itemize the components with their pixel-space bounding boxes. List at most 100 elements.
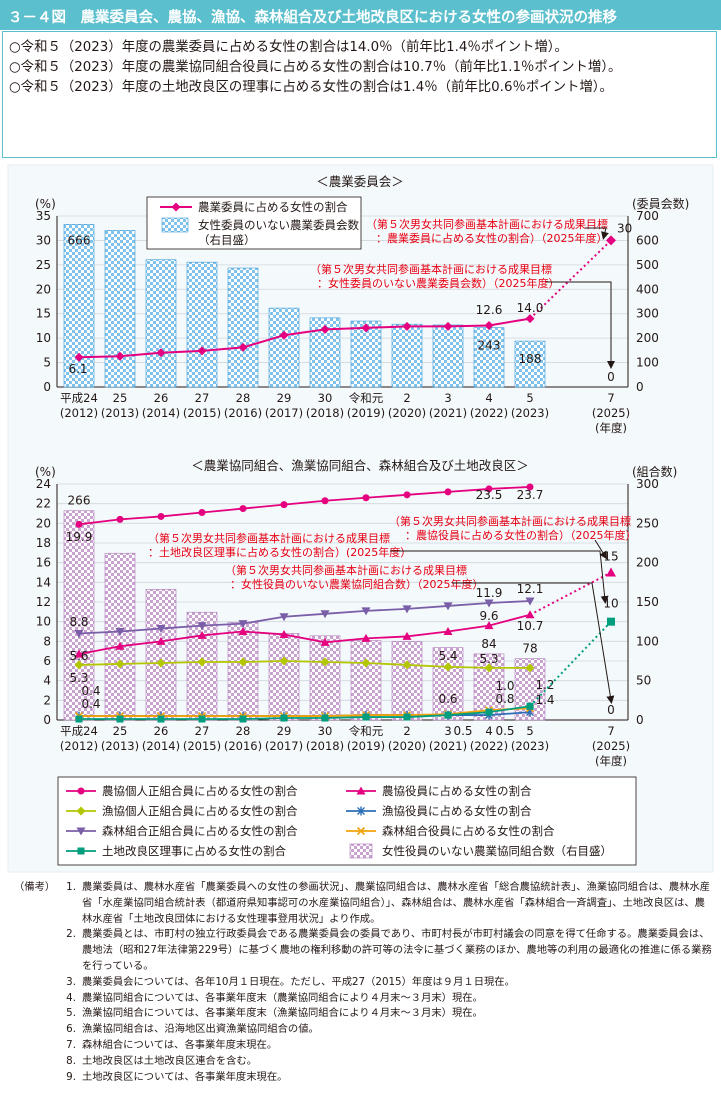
- annotation: ：農協役員に占める女性の割合）（2025年度）: [405, 528, 637, 542]
- x-tick-year: (2012): [60, 739, 98, 753]
- note-item: 5. 漁業協同組合については、各事業年度末（漁業協同組合により４月末～３月末）現在…: [14, 1006, 714, 1022]
- x-tick-era: 令和元: [349, 724, 384, 738]
- series-point: [403, 491, 411, 499]
- note-text: 土地改良区は土地改良区連合を含む。: [82, 1054, 258, 1067]
- series-point: [362, 494, 370, 502]
- series-point: [157, 715, 165, 723]
- target-label: 30: [617, 221, 632, 235]
- y-tick-right: 300: [636, 307, 659, 321]
- series-point: [444, 711, 452, 719]
- x-tick-year: (2015): [183, 406, 221, 420]
- series-line: [78, 660, 530, 669]
- y-tick-left: 22: [36, 497, 51, 511]
- x-tick-era: 4: [485, 391, 492, 405]
- y-tick-left: 24: [36, 477, 51, 491]
- x-tick-year: (2023): [511, 739, 549, 753]
- series-point: [156, 658, 166, 668]
- note-item: 4. 農業協同組合については、各事業年度末（農業協同組合により４月末～３月末）現在…: [14, 991, 714, 1007]
- y-tick-right: 200: [636, 331, 659, 345]
- x-tick-era: 平成24: [60, 724, 98, 738]
- x-tick-era: 5: [526, 391, 533, 405]
- series-point: [403, 713, 411, 721]
- series-point: [279, 613, 289, 622]
- y-tick-left: 10: [36, 331, 51, 345]
- legend2-marker: [356, 786, 366, 795]
- legend2-label: 女性役員のいない農業協同組合数（右目盛）: [382, 844, 612, 858]
- series-point: [74, 649, 84, 658]
- note-text: 漁業協同組合は、沿海地区出資漁業協同組合の値。: [82, 1023, 319, 1036]
- note-text: 農業委員会については、各年10月１日現在。ただし、平成27（2015）年度は９月…: [82, 975, 515, 988]
- x-tick-year: (2014): [142, 406, 180, 420]
- series-point: [74, 660, 84, 670]
- bar: [186, 261, 218, 388]
- bar: [432, 324, 464, 388]
- point-agri-committee: [402, 321, 412, 331]
- line-value-label: 14.0: [517, 301, 544, 315]
- bar-value-label: 188: [519, 352, 542, 366]
- legend2-marker: [77, 787, 85, 795]
- y-tick-left: 16: [36, 556, 51, 570]
- x-tick-year: (2020): [388, 406, 426, 420]
- series-point: [443, 627, 453, 635]
- legend2-marker: [77, 847, 85, 855]
- y-tick-left: 4: [43, 674, 51, 688]
- series-point: [197, 657, 207, 667]
- series-point: [116, 515, 124, 523]
- x-tick-year: (2019): [347, 739, 385, 753]
- x-tick-year: (2016): [224, 739, 262, 753]
- y-tick-left: 2: [43, 693, 51, 707]
- y-tick-left: 12: [36, 595, 51, 609]
- x-tick-era: 30: [318, 724, 333, 738]
- legend1-marker: [171, 202, 181, 212]
- legend1-label: 女性委員のいない農業委員会数: [198, 218, 359, 232]
- series-point: [320, 657, 330, 667]
- target-line-agri: [529, 239, 612, 320]
- bar: [63, 510, 95, 721]
- line-value-label: 5.6: [69, 649, 88, 663]
- x-tick-era: 2: [403, 391, 410, 405]
- series-point: [115, 659, 125, 669]
- x-tick-year: (2022): [470, 406, 508, 420]
- point-agri-committee: [443, 321, 453, 331]
- bar: [309, 635, 341, 721]
- series-line: [79, 705, 531, 720]
- series-point: [239, 715, 247, 723]
- note-text: 農業協同組合については、各事業年度末（農業協同組合により４月末～３月末）現在。: [82, 991, 483, 1004]
- notes: （備考） 1. 農業委員は、農林水産省「農業委員への女性の参画状況」、農業協同組合は…: [14, 880, 714, 1085]
- legend1-label: （右目盛）: [198, 233, 256, 247]
- x-tick-year: (2019): [347, 406, 385, 420]
- target-point-landimprove: [607, 617, 615, 626]
- x-tick-year: (2017): [265, 406, 303, 420]
- bar-value-label: 84: [481, 637, 496, 651]
- line-value-label: 0.4: [81, 697, 100, 711]
- y-tick-right: 250: [636, 516, 659, 530]
- note-head: （備考）: [14, 881, 56, 893]
- target-point-ja: [606, 567, 616, 577]
- series-point: [402, 631, 412, 640]
- series-point: [239, 505, 247, 513]
- annotation: （第５次男女共同参画基本計画における成果目標: [389, 514, 631, 528]
- x-tick-era: 令和元: [349, 391, 384, 405]
- point-agri-committee: [320, 324, 330, 334]
- point-agri-committee: [238, 342, 248, 352]
- y-tick-right: 500: [636, 258, 659, 272]
- y-tick-left: 14: [36, 575, 51, 589]
- annotation: （第５次男女共同参画基本計画における成果目標: [148, 531, 390, 545]
- x-tick-era: 4: [485, 724, 492, 738]
- legend2-label: 漁協個人正組合員に占める女性の割合: [102, 804, 298, 818]
- y-tick-right: 50: [636, 674, 651, 688]
- note-head: [14, 1022, 56, 1038]
- legend2-label: 森林組合役員に占める女性の割合: [382, 824, 555, 838]
- x-tick-era: 27: [195, 724, 210, 738]
- y-tick-right: 100: [636, 356, 659, 370]
- y-tick-left: 30: [36, 233, 51, 247]
- note-number: 2.: [66, 928, 76, 941]
- series-point: [484, 599, 494, 608]
- series-point: [361, 633, 371, 642]
- x-tick-era: 27: [195, 391, 210, 405]
- series-point: [280, 714, 288, 722]
- series-point: [197, 630, 207, 639]
- series-point: [444, 488, 452, 496]
- series-point: [279, 629, 289, 638]
- line-value-label: 11.9: [476, 586, 503, 600]
